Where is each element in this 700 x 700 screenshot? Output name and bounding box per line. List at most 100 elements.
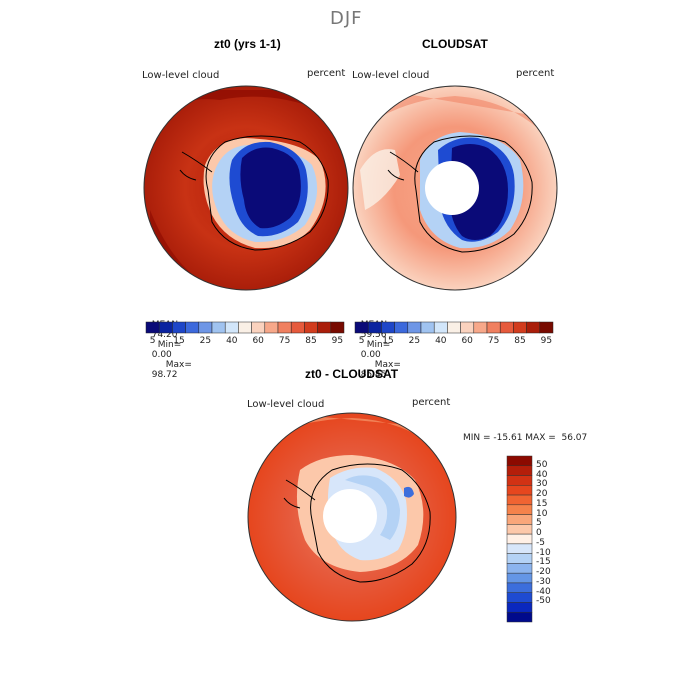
colorbar-tick-label: 25: [408, 336, 421, 346]
colorbar-swatch: [506, 553, 533, 564]
panel2-max-value: 85.45: [360, 370, 387, 380]
panel3-map-blue-zone: [345, 475, 400, 540]
panel1-map: [144, 86, 348, 290]
colorbar-swatch: [420, 321, 435, 334]
colorbar-tick-label: 30: [536, 479, 548, 490]
colorbar-swatch: [486, 321, 501, 334]
colorbar-swatch: [506, 524, 533, 535]
panel3-peninsula: [283, 479, 316, 509]
panel1-colorbar: [145, 321, 345, 334]
panel2-map-white-patch: [360, 149, 400, 210]
colorbar-tick-label: 25: [199, 336, 212, 346]
colorbar-tick-label: 15: [382, 336, 394, 346]
colorbar-swatch: [304, 321, 318, 334]
colorbar-swatch: [506, 543, 533, 554]
panel2-title: CLOUDSAT: [422, 37, 488, 51]
colorbar-tick-label: 50: [536, 459, 548, 470]
colorbar-swatch: [506, 504, 533, 515]
panel1-variable-label: Low-level cloud: [142, 70, 220, 81]
colorbar-swatch: [447, 321, 461, 334]
panel3-map: [248, 413, 456, 621]
colorbar-tick-label: 0: [536, 528, 542, 539]
colorbar-swatch: [506, 465, 533, 476]
colorbar-swatch: [506, 582, 533, 593]
panel3-title: zt0 - CLOUDSAT: [305, 367, 399, 381]
colorbar-tick-label: -40: [536, 586, 551, 597]
colorbar-swatch: [506, 602, 533, 613]
panel2-colorbar: [354, 321, 554, 334]
colorbar-swatch: [539, 321, 554, 334]
colorbar-swatch: [506, 563, 533, 574]
colorbar-swatch: [506, 494, 533, 506]
panel2-map-polar-hole: [425, 161, 479, 215]
panel3-coastline: [310, 463, 431, 583]
panel1-min-label: Min=: [157, 340, 182, 350]
panel1-max-label: Max=: [165, 360, 192, 370]
colorbar-swatch: [473, 321, 488, 334]
panel2-max-label: Max=: [374, 360, 401, 370]
colorbar-swatch: [433, 321, 448, 334]
colorbar-swatch: [506, 455, 533, 467]
colorbar-swatch: [145, 321, 160, 334]
difference-colorbar: [506, 455, 533, 623]
colorbar-tick-label: 95: [331, 336, 344, 346]
colorbar-swatch: [354, 321, 369, 334]
colorbar-swatch: [407, 321, 422, 334]
colorbar-swatch: [158, 321, 173, 334]
colorbar-tick-label: 5: [358, 336, 365, 346]
colorbar-swatch: [394, 321, 409, 334]
colorbar-swatch: [499, 321, 514, 334]
panel1-map-border: [143, 85, 349, 291]
colorbar-tick-label: 40: [536, 469, 548, 480]
colorbar-tick-label: 15: [173, 336, 185, 346]
panel2-coastline: [414, 135, 533, 253]
colorbar-swatch: [506, 485, 533, 496]
panel2-mean-value: 59.56: [360, 330, 387, 340]
panel2-peninsula: [387, 151, 419, 181]
colorbar-swatch: [506, 475, 533, 486]
panel3-map-polar-hole: [323, 489, 377, 543]
panel1-max-value: 98.72: [151, 370, 178, 380]
panel1-mean-value: 74.20: [151, 330, 178, 340]
panel1-peninsula: [179, 151, 213, 181]
colorbar-swatch: [330, 321, 345, 334]
colorbar-tick-label: 40: [435, 336, 447, 346]
colorbar-swatch: [224, 321, 239, 334]
colorbar-tick-label: -30: [536, 576, 551, 587]
colorbar-tick-label: 85: [514, 336, 526, 346]
colorbar-tick-label: 40: [226, 336, 238, 346]
colorbar-swatch: [526, 321, 541, 334]
colorbar-swatch: [506, 611, 533, 623]
panel3-variable-label: Low-level cloud: [247, 399, 325, 410]
colorbar-swatch: [264, 321, 279, 334]
colorbar-swatch: [211, 321, 226, 334]
colorbar-tick-label: 60: [461, 336, 473, 346]
colorbar-tick-label: 15: [536, 498, 548, 509]
panel2-map-stormtrack-band: [360, 86, 557, 135]
panel3-map-blue-spot: [404, 486, 414, 498]
colorbar-swatch: [290, 321, 305, 334]
panel3-map-border: [247, 412, 457, 622]
panel1-map-ice-sheet: [240, 147, 301, 229]
panel2-map: [353, 86, 557, 290]
panel2-units-label: percent: [516, 68, 555, 79]
colorbar-tick-label: -5: [536, 537, 545, 548]
colorbar-swatch: [513, 321, 527, 334]
colorbar-swatch: [381, 321, 395, 334]
colorbar-swatch: [185, 321, 200, 334]
panel2-map-border: [352, 85, 558, 291]
colorbar-tick-label: 85: [305, 336, 317, 346]
colorbar-tick-label: 5: [536, 518, 542, 529]
figure-super-title: DJF: [330, 8, 363, 29]
panel1-title: zt0 (yrs 1-1): [214, 37, 281, 51]
colorbar-swatch: [506, 514, 533, 525]
panel1-min-value: 0.00: [151, 350, 172, 360]
colorbar-swatch: [277, 321, 292, 334]
colorbar-swatch: [460, 321, 475, 334]
colorbar-tick-label: -15: [536, 557, 551, 568]
panel2-min-label: Min=: [366, 340, 391, 350]
colorbar-swatch: [317, 321, 332, 334]
colorbar-tick-label: -50: [536, 596, 551, 607]
colorbar-swatch: [367, 321, 382, 334]
colorbar-swatch: [506, 533, 533, 545]
